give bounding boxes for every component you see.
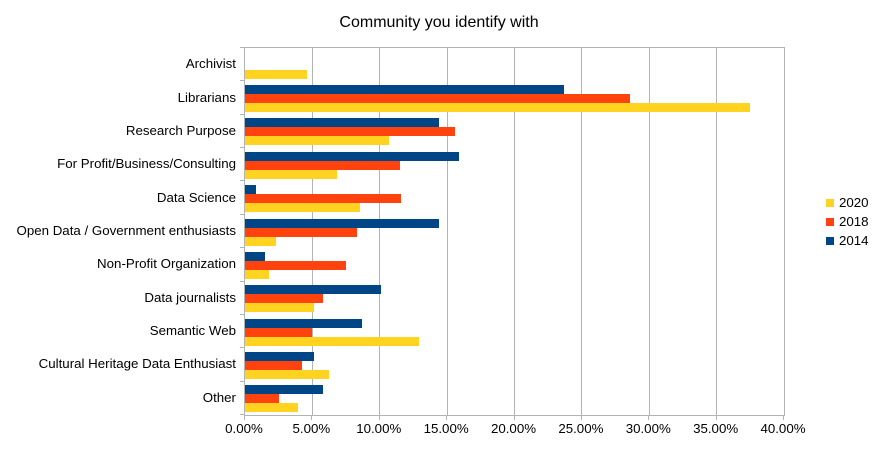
bar-2014 xyxy=(245,185,256,195)
gridline xyxy=(581,48,583,415)
y-axis-tick xyxy=(240,381,244,382)
category-label: Archivist xyxy=(185,56,236,72)
bar-2020 xyxy=(245,269,270,279)
bar-2020 xyxy=(245,69,307,79)
gridline xyxy=(379,48,381,415)
bar-2014 xyxy=(245,285,382,295)
bar-2014 xyxy=(245,385,324,395)
bar-2014 xyxy=(245,251,266,261)
legend-label: 2014 xyxy=(839,233,869,248)
legend: 2020 2018 2014 xyxy=(826,193,869,250)
y-axis-tick xyxy=(240,114,244,115)
category-label: Non-Profit Organization xyxy=(97,256,236,272)
gridline xyxy=(514,48,515,415)
gridline xyxy=(648,48,650,415)
y-axis-tick xyxy=(240,147,244,148)
category-label: Data Science xyxy=(156,189,236,205)
bar-2014 xyxy=(245,85,565,95)
category-label: Other xyxy=(202,389,236,405)
bar-2018 xyxy=(245,327,313,337)
x-axis-tick xyxy=(446,416,448,420)
x-axis-tick xyxy=(513,416,515,420)
bar-2018 xyxy=(245,94,631,104)
x-axis-tick xyxy=(648,416,650,420)
plot-area xyxy=(244,47,785,416)
x-axis-tick xyxy=(378,416,380,420)
y-axis-tick xyxy=(240,414,244,415)
bar-2018 xyxy=(245,360,302,370)
legend-swatch-2020 xyxy=(826,198,834,207)
y-axis-tick xyxy=(240,80,244,81)
y-axis-tick xyxy=(240,347,244,348)
category-label: Semantic Web xyxy=(149,323,236,339)
x-tick-label: 30.00% xyxy=(625,421,671,436)
bar-2014 xyxy=(245,351,314,361)
bar-2020 xyxy=(245,403,298,413)
x-tick-label: 15.00% xyxy=(423,421,469,436)
bar-2018 xyxy=(245,294,324,304)
legend-item: 2014 xyxy=(826,231,869,250)
x-tick-label: 40.00% xyxy=(760,421,806,436)
category-label: Cultural Heritage Data Enthusiast xyxy=(38,356,236,372)
y-axis-tick xyxy=(240,314,244,315)
gridline xyxy=(446,48,448,415)
x-axis-tick xyxy=(580,416,582,420)
bar-2018 xyxy=(245,160,400,170)
x-axis-tick xyxy=(783,416,784,420)
legend-item: 2020 xyxy=(826,193,869,212)
bar-2020 xyxy=(245,336,419,346)
bar-2020 xyxy=(245,169,337,179)
x-axis-tick xyxy=(715,416,717,420)
bar-2018 xyxy=(245,127,456,137)
bar-2014 xyxy=(245,151,460,161)
bar-2020 xyxy=(245,236,276,246)
bar-2020 xyxy=(245,203,360,213)
x-axis-tick xyxy=(244,416,245,420)
category-label: Research Purpose xyxy=(125,122,236,138)
bar-2018 xyxy=(245,394,279,404)
x-tick-label: 25.00% xyxy=(558,421,604,436)
x-tick-label: 0.00% xyxy=(225,421,263,436)
legend-swatch-2018 xyxy=(826,217,834,226)
bar-2020 xyxy=(245,369,329,379)
bar-2018 xyxy=(245,260,347,270)
category-label: For Profit/Business/Consulting xyxy=(57,156,236,172)
bar-2020 xyxy=(245,103,751,113)
bar-2014 xyxy=(245,318,363,328)
category-label: Librarians xyxy=(177,89,236,105)
bar-2018 xyxy=(245,227,357,237)
x-tick-label: 10.00% xyxy=(356,421,402,436)
legend-label: 2020 xyxy=(839,195,869,210)
bar-2014 xyxy=(245,118,440,128)
y-axis-tick xyxy=(240,281,244,282)
legend-item: 2018 xyxy=(826,212,869,231)
gridline xyxy=(716,48,718,415)
y-axis-tick xyxy=(240,214,244,215)
category-label: Data journalists xyxy=(144,289,236,305)
category-label: Open Data / Government enthusiasts xyxy=(16,222,236,238)
y-axis-tick xyxy=(240,180,244,181)
x-tick-label: 35.00% xyxy=(693,421,739,436)
legend-swatch-2014 xyxy=(826,236,834,245)
chart-title: Community you identify with xyxy=(339,14,539,31)
bar-2014 xyxy=(245,218,440,228)
x-tick-label: 5.00% xyxy=(292,421,331,436)
x-tick-label: 20.00% xyxy=(490,421,537,436)
y-axis-tick xyxy=(240,247,244,248)
y-axis-tick xyxy=(240,47,244,48)
x-axis-tick xyxy=(311,416,313,420)
bar-2018 xyxy=(245,194,402,204)
legend-label: 2018 xyxy=(839,214,869,229)
bar-2020 xyxy=(245,136,390,146)
bar-2020 xyxy=(245,303,314,313)
